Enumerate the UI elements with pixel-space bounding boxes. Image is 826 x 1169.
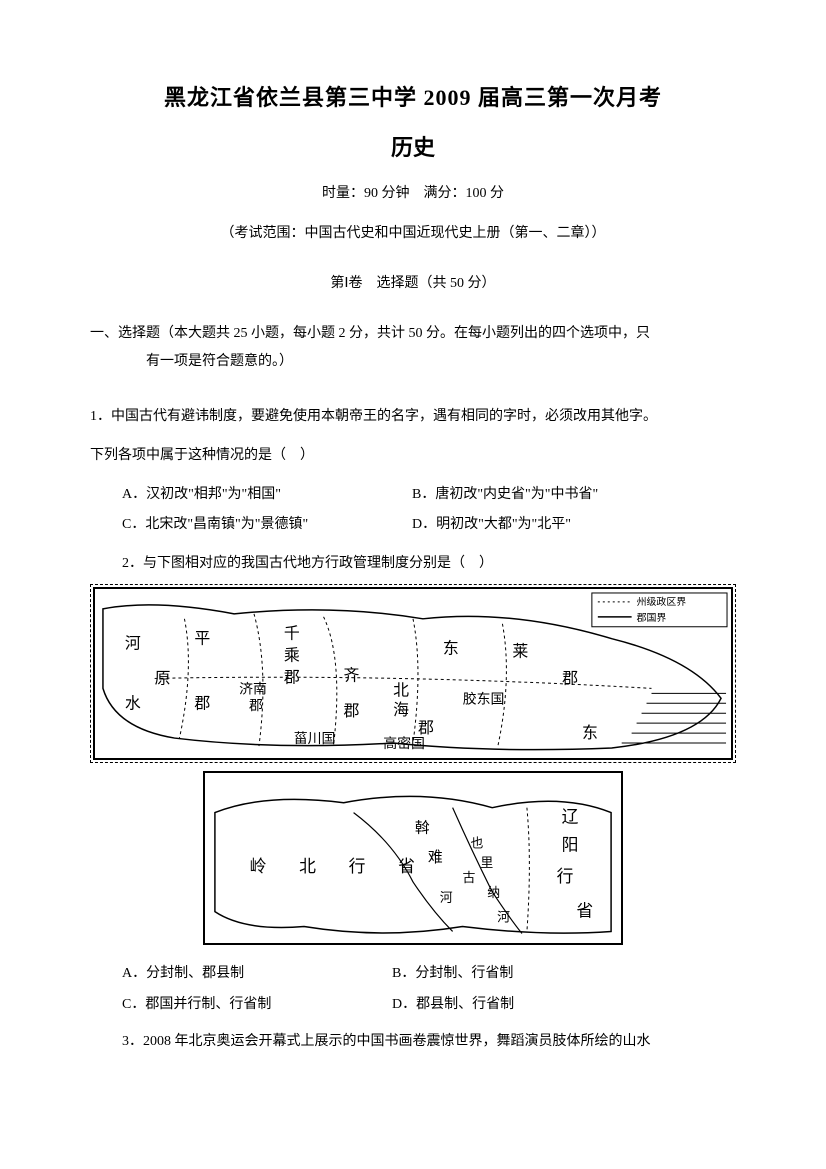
exam-meta: 时量：90 分钟 满分：100 分 <box>90 182 736 202</box>
q1-option-a: A．汉初改"相邦"为"相国" <box>122 480 412 511</box>
map1-label: 高密国 <box>383 735 425 752</box>
q1-stem-line2: 下列各项中属于这种情况的是（ ） <box>90 441 736 472</box>
map1-label: 菑川国 <box>294 731 336 747</box>
map-1: 州级政区界 郡国界 平 原 郡 河 水 千 乘 郡 济南 郡 齐 郡 北 海 郡… <box>93 587 733 760</box>
q1-option-b: B．唐初改"内史省"为"中书省" <box>412 480 598 511</box>
map1-label: 水 <box>125 694 141 712</box>
map1-label: 海 <box>393 701 409 719</box>
question-3: 3．2008 年北京奥运会开幕式上展示的中国书画卷震惊世界，舞蹈演员肢体所绘的山… <box>90 1027 736 1058</box>
map2-label: 行 <box>557 867 574 886</box>
map2-label: 里 <box>480 856 493 870</box>
section-1-title: 第Ⅰ卷 选择题（共 50 分） <box>90 272 736 292</box>
section-instruction: 一、选择题（本大题共 25 小题，每小题 2 分，共计 50 分。在每小题列出的… <box>90 320 736 376</box>
map1-label: 河 <box>125 635 141 653</box>
q1-stem-line1: 1．中国古代有避讳制度，要避免使用本朝帝王的名字，遇有相同的字时，必须改用其他字… <box>90 402 736 433</box>
legend-2: 郡国界 <box>637 612 667 624</box>
q2-option-a: A．分封制、郡县制 <box>122 959 392 990</box>
map2-label: 辽 <box>562 807 579 826</box>
map1-label: 东 <box>443 640 459 658</box>
map1-label: 平 <box>194 631 210 648</box>
map2-label: 行 <box>349 857 366 876</box>
map2-label: 也 <box>470 836 483 850</box>
map1-label: 胶东国 <box>463 690 505 707</box>
legend-1: 州级政区界 <box>637 595 687 608</box>
question-2: 2．与下图相对应的我国古代地方行政管理制度分别是（ ） <box>90 549 736 580</box>
map2-label: 河 <box>440 891 453 905</box>
map2-label: 难 <box>428 849 443 866</box>
map-1-container: 州级政区界 郡国界 平 原 郡 河 水 千 乘 郡 济南 郡 齐 郡 北 海 郡… <box>90 584 736 763</box>
map-2: 岭 北 行 省 斡 难 河 也 里 古 纳 河 辽 阳 行 省 <box>203 771 623 945</box>
map1-label: 乘 <box>284 647 300 665</box>
map-2-container: 岭 北 行 省 斡 难 河 也 里 古 纳 河 辽 阳 行 省 <box>203 771 623 945</box>
q2-stem: 2．与下图相对应的我国古代地方行政管理制度分别是（ ） <box>122 549 736 580</box>
map2-label: 岭 <box>250 857 267 876</box>
map2-label: 省 <box>576 902 593 921</box>
map2-label: 斡 <box>415 819 430 836</box>
map2-label: 阳 <box>562 835 579 854</box>
map2-label: 河 <box>497 910 510 924</box>
q2-options: A．分封制、郡县制 B．分封制、行省制 C．郡国并行制、行省制 D．郡县制、行省… <box>90 959 736 1021</box>
map1-label: 齐 <box>343 666 359 684</box>
map1-label: 郡 <box>562 669 578 687</box>
map1-label: 济南 <box>239 681 267 697</box>
map2-label: 纳 <box>487 886 500 900</box>
exam-scope: （考试范围：中国古代史和中国近现代史上册（第一、二章）） <box>90 222 736 242</box>
q2-option-c: C．郡国并行制、行省制 <box>122 990 392 1021</box>
map2-label: 北 <box>299 857 316 876</box>
map1-label: 郡 <box>418 719 434 737</box>
map1-label: 莱 <box>512 643 528 661</box>
map1-label: 东 <box>582 724 598 742</box>
q2-option-b: B．分封制、行省制 <box>392 959 662 990</box>
q1-option-c: C．北宋改"昌南镇"为"景德镇" <box>122 510 412 541</box>
exam-subject: 历史 <box>90 130 736 162</box>
exam-title: 黑龙江省依兰县第三中学 2009 届高三第一次月考 <box>90 80 736 112</box>
instruction-line-2: 有一项是符合题意的。） <box>90 348 736 376</box>
map2-label: 省 <box>398 857 415 876</box>
map1-label: 郡 <box>249 698 263 714</box>
q3-stem: 3．2008 年北京奥运会开幕式上展示的中国书画卷震惊世界，舞蹈演员肢体所绘的山… <box>122 1034 651 1049</box>
q1-option-d: D．明初改"大都"为"北平" <box>412 510 571 541</box>
q1-options: A．汉初改"相邦"为"相国" B．唐初改"内史省"为"中书省" C．北宋改"昌南… <box>90 480 736 542</box>
map1-label: 郡 <box>284 668 300 686</box>
map2-label: 古 <box>463 871 476 885</box>
map1-label: 郡 <box>194 694 210 712</box>
map1-label: 原 <box>155 670 171 687</box>
map1-label: 郡 <box>343 702 359 720</box>
map1-label: 北 <box>393 681 409 699</box>
instruction-line-1: 一、选择题（本大题共 25 小题，每小题 2 分，共计 50 分。在每小题列出的… <box>90 320 736 348</box>
question-1: 1．中国古代有避讳制度，要避免使用本朝帝王的名字，遇有相同的字时，必须改用其他字… <box>90 402 736 541</box>
q2-option-d: D．郡县制、行省制 <box>392 990 662 1021</box>
map1-label: 千 <box>284 625 300 643</box>
